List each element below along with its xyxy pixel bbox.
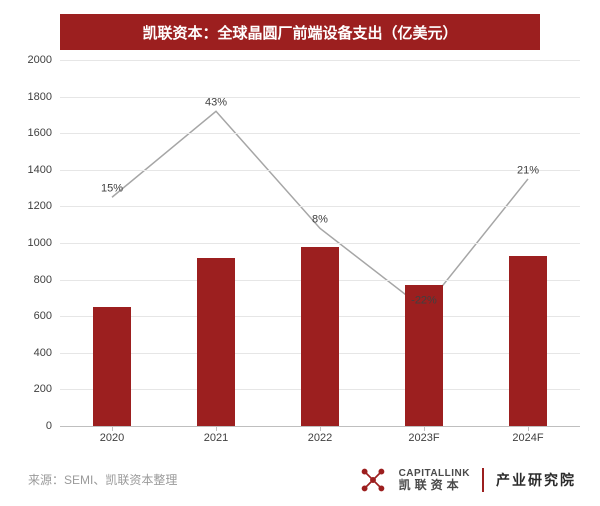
y-tick-label: 1400 [28, 164, 52, 176]
y-tick-label: 1600 [28, 127, 52, 139]
y-tick-label: 1000 [28, 237, 52, 249]
y-axis: 0200400600800100012001400160018002000 [0, 60, 60, 426]
y-tick-label: 1200 [28, 200, 52, 212]
brand-cn: 凯联资本 [399, 479, 470, 492]
source-label: 来源：SEMI、凯联资本整理 [28, 471, 177, 488]
chart-title-band: 凯联资本：全球晶圆厂前端设备支出（亿美元） [60, 14, 540, 50]
bar [509, 256, 546, 426]
plot-area: 15% 43% 8% -22% 21% [60, 60, 580, 426]
chart-card: 凯联资本：全球晶圆厂前端设备支出（亿美元） 0 200 400 600 800 1000 1… [0, 0, 600, 506]
line-value-label: 15% [101, 183, 123, 195]
y-tick-label: 400 [34, 347, 52, 359]
brand-text: CAPITALLINK 凯联资本 [399, 468, 470, 492]
bar [93, 307, 130, 426]
x-tick-label: 2021 [204, 432, 228, 444]
line-value-label: 8% [312, 214, 328, 226]
brand-institute: 产业研究院 [496, 470, 576, 490]
line-value-label: -22% [411, 294, 437, 306]
bar [301, 247, 338, 426]
y-tick-label: 1800 [28, 91, 52, 103]
chart-title: 凯联资本：全球晶圆厂前端设备支出（亿美元） [142, 22, 457, 43]
gridline [60, 243, 580, 244]
y-tick-label: 0 [46, 420, 52, 432]
footer: 来源：SEMI、凯联资本整理 CAPITALLINK 凯联资本 产业研究院 [0, 456, 600, 506]
y-tick-label: 600 [34, 310, 52, 322]
line-value-label: 43% [205, 97, 227, 109]
gridline [60, 60, 580, 61]
y-tick-label: 2000 [28, 54, 52, 66]
bar [197, 258, 234, 426]
y-tick-label: 200 [34, 383, 52, 395]
y-tick-label: 800 [34, 274, 52, 286]
gridline [60, 170, 580, 171]
x-tick-label: 2022 [308, 432, 332, 444]
x-tick-label: 2024F [512, 432, 543, 444]
gridline [60, 206, 580, 207]
brand-block: CAPITALLINK 凯联资本 产业研究院 [359, 460, 576, 500]
brand-logo-icon [359, 466, 387, 494]
brand-separator [482, 468, 484, 492]
x-tick-label: 2020 [100, 432, 124, 444]
x-tick-label: 2023F [408, 432, 439, 444]
gridline [60, 97, 580, 98]
gridline [60, 133, 580, 134]
line-value-label: 21% [517, 165, 539, 177]
x-axis: 2020 2021 2022 2023F 2024F [60, 426, 580, 450]
